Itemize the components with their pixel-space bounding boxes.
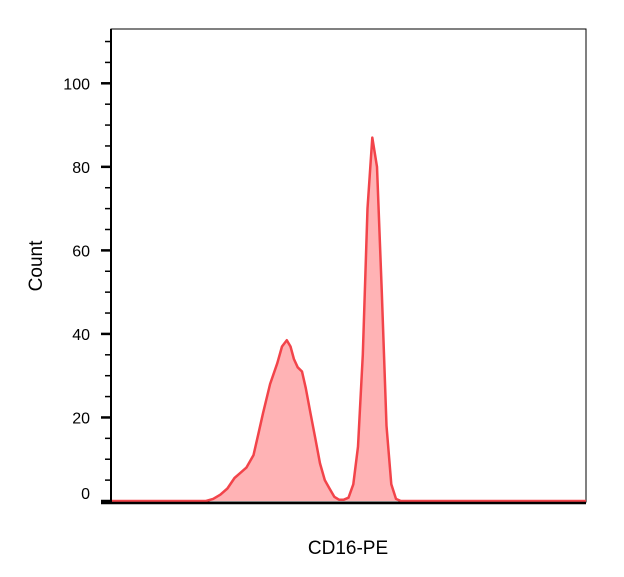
y-tick-label: 40	[72, 327, 90, 344]
y-tick-label: 20	[72, 410, 90, 427]
y-axis: 0 20 40 60 80 100	[63, 29, 112, 503]
y-tick-label: 0	[81, 486, 90, 503]
x-axis-label: CD16-PE	[308, 538, 388, 559]
y-tick-label: 80	[72, 160, 90, 177]
plot-frame	[110, 28, 587, 503]
histogram-line	[111, 136, 586, 503]
y-tick-label: 60	[72, 243, 90, 260]
y-axis-label: Count	[26, 240, 47, 291]
y-tick-label: 100	[63, 76, 90, 93]
series-layer	[111, 136, 586, 503]
